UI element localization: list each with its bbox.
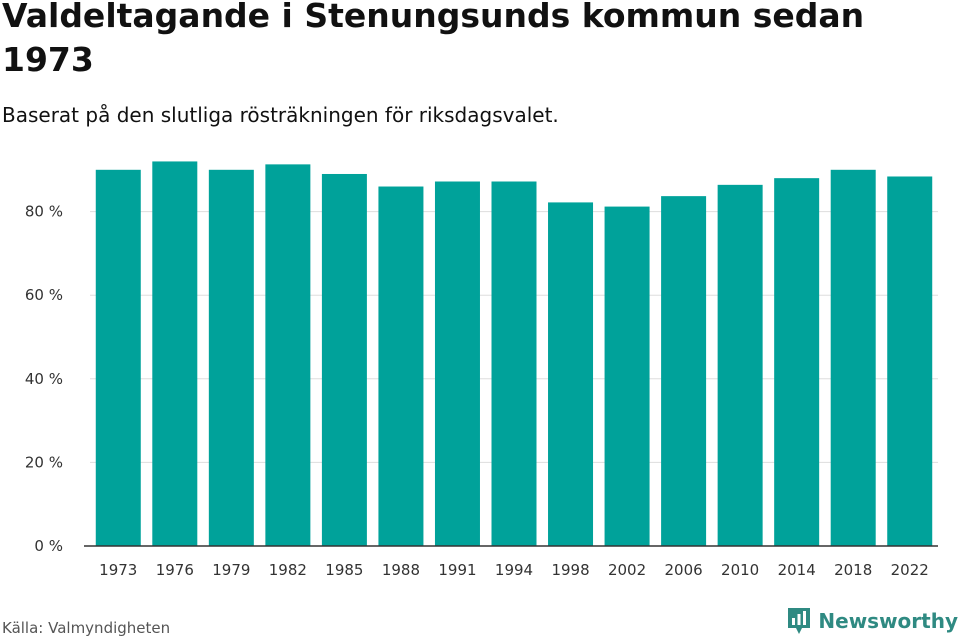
- x-tick-label: 2006: [665, 561, 703, 579]
- bar: [604, 206, 650, 547]
- y-tick-label: 60 %: [25, 286, 63, 304]
- x-tick-label: 1994: [495, 561, 533, 579]
- brand-name: Newsworthy: [818, 609, 958, 633]
- bar: [208, 169, 254, 547]
- bar: [830, 169, 876, 547]
- chart-title: Valdeltagande i Stenungsunds kommun seda…: [2, 0, 865, 79]
- x-tick-label: 1988: [382, 561, 420, 579]
- bar: [774, 178, 820, 546]
- bar: [717, 184, 763, 546]
- x-tick-label: 1985: [325, 561, 363, 579]
- bar: [434, 181, 480, 546]
- bar: [887, 176, 933, 546]
- bar: [661, 196, 707, 546]
- x-tick-label: 1973: [99, 561, 137, 579]
- bar: [265, 164, 311, 546]
- bar: [491, 181, 537, 546]
- y-tick-label: 20 %: [25, 453, 63, 471]
- x-tick-label: 1979: [212, 561, 250, 579]
- x-tick-label: 2018: [834, 561, 872, 579]
- x-tick-label: 1998: [551, 561, 589, 579]
- bar: [321, 173, 367, 547]
- x-tick-label: 2010: [721, 561, 759, 579]
- bar: [548, 202, 594, 546]
- bar: [152, 161, 198, 546]
- chart-subtitle: Baserat på den slutliga rösträkningen fö…: [2, 103, 559, 127]
- x-tick-label: 1991: [438, 561, 476, 579]
- bar: [378, 186, 424, 546]
- source-note: Källa: Valmyndigheten: [2, 619, 171, 637]
- x-tick-label: 1982: [269, 561, 307, 579]
- bar: [95, 169, 141, 547]
- newsworthy-logo: Newsworthy: [786, 606, 958, 636]
- x-tick-label: 1976: [156, 561, 194, 579]
- bar-chart: 0 % 20 % 40 % 60 % 80 % 1973 1976 1979 1982 1985 1…: [25, 161, 938, 579]
- y-tick-label: 80 %: [25, 203, 63, 221]
- y-tick-label: 0 %: [34, 537, 63, 555]
- x-tick-label: 2022: [891, 561, 929, 579]
- x-tick-label: 2014: [778, 561, 816, 579]
- y-tick-label: 40 %: [25, 370, 63, 388]
- newsworthy-logo-icon: [788, 608, 811, 634]
- x-tick-label: 2002: [608, 561, 646, 579]
